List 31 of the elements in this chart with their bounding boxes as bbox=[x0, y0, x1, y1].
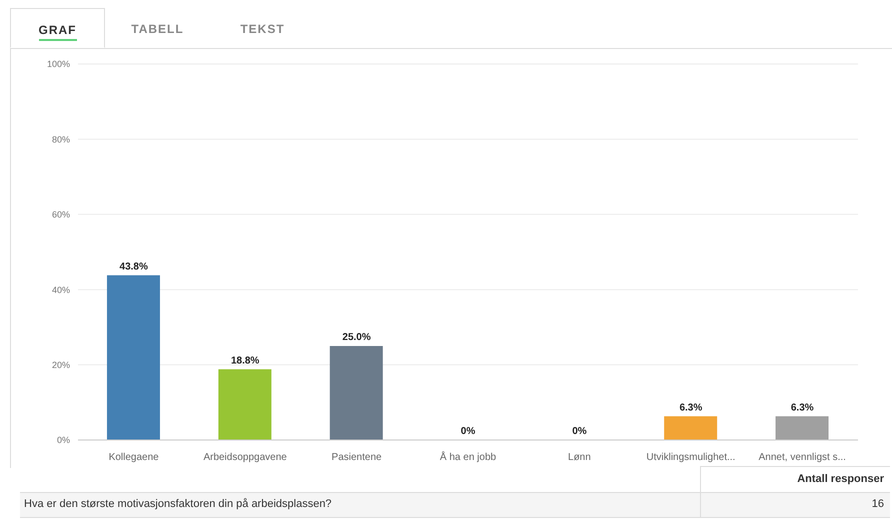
text: Hva er den største motivasjonsfaktoren din på arbeidsplassen? bbox=[23, 497, 333, 512]
y-tick-label: 100% bbox=[46, 59, 70, 70]
bar bbox=[106, 275, 160, 440]
text: 16 bbox=[700, 493, 890, 517]
data-label: 18.8% bbox=[230, 355, 260, 366]
x-tick-label: Å ha en jobb bbox=[440, 451, 497, 463]
bar bbox=[664, 416, 718, 440]
y-tick-label: 80% bbox=[52, 134, 70, 144]
bar bbox=[218, 369, 272, 440]
bar bbox=[776, 416, 829, 440]
text: Antall responser bbox=[700, 466, 890, 492]
data-label: 25.0% bbox=[342, 332, 371, 343]
text: GRAF bbox=[38, 23, 76, 41]
x-tick-label: Utviklingsmulighet... bbox=[646, 452, 736, 463]
y-tick-label: 0% bbox=[56, 435, 70, 446]
data-label: 6.3% bbox=[790, 402, 814, 414]
text: TABELL bbox=[131, 22, 184, 38]
data-label: 0% bbox=[460, 426, 476, 437]
text: TEKST bbox=[240, 22, 285, 38]
bar bbox=[330, 346, 383, 440]
data-label: 43.8% bbox=[120, 261, 148, 272]
y-tick-label: 20% bbox=[52, 360, 70, 370]
x-tick-label: Pasientene bbox=[332, 452, 382, 463]
data-label: 6.3% bbox=[679, 402, 702, 414]
x-tick-label: Annet, vennligst s... bbox=[758, 452, 846, 463]
y-tick-label: 60% bbox=[52, 210, 70, 220]
x-tick-label: Lønn bbox=[568, 452, 591, 463]
y-tick-label: 40% bbox=[52, 284, 70, 295]
x-tick-label: Arbeidsoppgavene bbox=[203, 452, 288, 463]
x-tick-label: Kollegaene bbox=[108, 452, 160, 463]
data-label: 0% bbox=[572, 426, 587, 437]
